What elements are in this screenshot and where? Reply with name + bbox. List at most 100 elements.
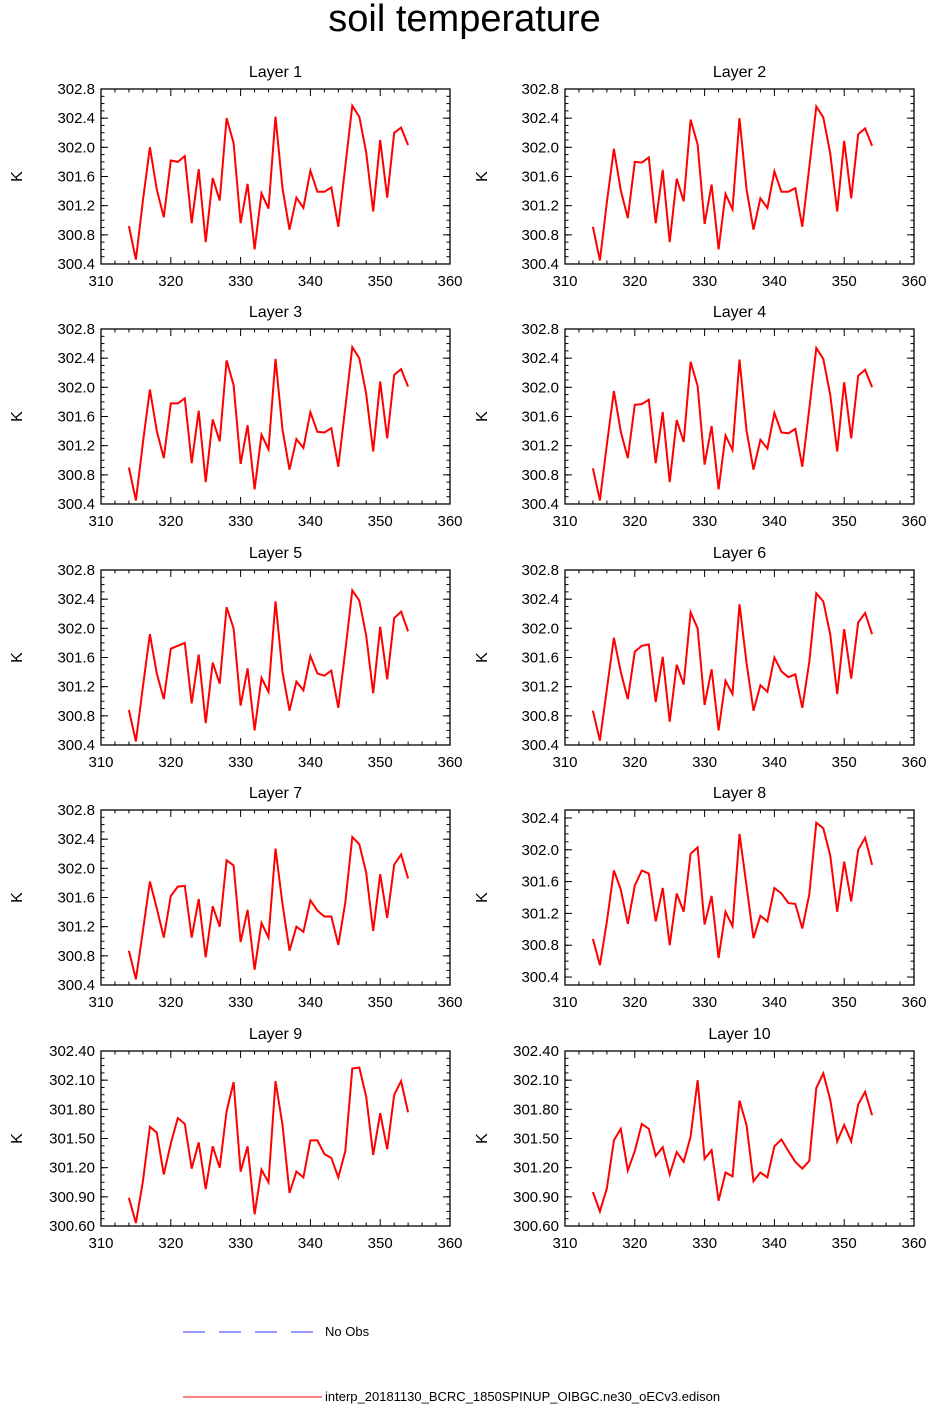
- panel-title: Layer 5: [249, 545, 302, 562]
- x-tick-label: 350: [368, 754, 393, 771]
- y-tick-label: 300.8: [521, 227, 559, 244]
- chart-panel-layer-6: 310 320 330 340 350 360 300.4 300.8 301.2 301.6 30…: [474, 545, 927, 771]
- panel-title: Layer 10: [708, 1026, 770, 1043]
- chart-panel-layer-2: 310 320 330 340 350 360 300.4 300.8 301.2 301.6 30…: [474, 64, 927, 290]
- series-line-model: [591, 345, 874, 501]
- x-tick-label: 320: [158, 273, 183, 290]
- chart-panel-layer-10: 310 320 330 340 350 360 300.60 300.90 301.20 301.…: [474, 1026, 927, 1252]
- y-axis-label: K: [9, 652, 26, 663]
- y-tick-label: 302.4: [521, 591, 559, 608]
- series-line-model: [127, 834, 410, 980]
- x-tick-label: 350: [368, 273, 393, 290]
- series-line-model: [127, 587, 410, 742]
- y-tick-label: 301.50: [49, 1131, 95, 1148]
- x-tick-label: 350: [368, 513, 393, 530]
- y-tick-label: 302.0: [57, 139, 95, 156]
- x-tick-label: 340: [762, 273, 787, 290]
- y-tick-label: 301.50: [513, 1131, 559, 1148]
- x-tick-label: 320: [622, 1235, 647, 1252]
- y-tick-label: 300.8: [521, 937, 559, 954]
- x-tick-label: 350: [832, 994, 857, 1011]
- plot-frame: [100, 88, 451, 265]
- y-tick-label: 302.4: [521, 350, 559, 367]
- y-tick-label: 302.0: [57, 860, 95, 877]
- y-tick-label: 302.4: [521, 810, 559, 827]
- y-tick-label: 301.80: [49, 1101, 95, 1118]
- y-tick-label: 301.6: [521, 874, 559, 891]
- series-line-model: [127, 344, 410, 501]
- y-tick-label: 300.4: [521, 737, 559, 754]
- x-tick-label: 360: [901, 513, 926, 530]
- x-tick-label: 360: [437, 994, 462, 1011]
- x-tick-label: 350: [368, 994, 393, 1011]
- x-tick-label: 350: [832, 273, 857, 290]
- x-tick-label: 320: [622, 754, 647, 771]
- y-tick-label: 302.4: [57, 591, 95, 608]
- chart-panel-layer-9: 310 320 330 340 350 360 300.60 300.90 301.20 301.…: [9, 1026, 463, 1252]
- series-line-model: [127, 1066, 410, 1224]
- x-tick-label: 310: [552, 754, 577, 771]
- y-tick-label: 301.2: [521, 438, 559, 455]
- y-tick-label: 300.4: [57, 737, 95, 754]
- x-tick-label: 310: [88, 273, 113, 290]
- y-tick-label: 300.8: [57, 467, 95, 484]
- y-tick-label: 302.8: [57, 81, 95, 98]
- y-tick-label: 302.10: [49, 1072, 95, 1089]
- y-tick-label: 301.20: [49, 1160, 95, 1177]
- y-tick-label: 301.6: [57, 650, 95, 667]
- y-tick-label: 301.2: [57, 438, 95, 455]
- y-axis-label: K: [474, 652, 491, 663]
- y-tick-label: 302.40: [49, 1043, 95, 1060]
- x-tick-label: 360: [901, 994, 926, 1011]
- x-tick-label: 340: [298, 754, 323, 771]
- chart-panel-layer-4: 310 320 330 340 350 360 300.4 300.8 301.2 301.6 30…: [474, 304, 927, 530]
- chart-panel-layer-3: 310 320 330 340 350 360 300.4 300.8 301.2 301.6 30…: [9, 304, 463, 530]
- x-tick-label: 310: [88, 754, 113, 771]
- x-tick-label: 330: [692, 1235, 717, 1252]
- y-tick-label: 302.8: [521, 562, 559, 579]
- x-tick-label: 330: [228, 994, 253, 1011]
- x-tick-label: 350: [368, 1235, 393, 1252]
- x-tick-label: 360: [901, 1235, 926, 1252]
- plot-frame: [564, 88, 915, 265]
- y-tick-label: 301.6: [57, 409, 95, 426]
- x-tick-label: 350: [832, 1235, 857, 1252]
- y-tick-label: 300.4: [57, 977, 95, 994]
- panel-title: Layer 1: [249, 64, 302, 81]
- x-tick-label: 360: [437, 513, 462, 530]
- panel-title: Layer 9: [249, 1026, 302, 1043]
- x-tick-label: 320: [158, 1235, 183, 1252]
- y-tick-label: 301.2: [521, 905, 559, 922]
- y-axis-label: K: [9, 171, 26, 182]
- x-tick-label: 360: [437, 1235, 462, 1252]
- x-tick-label: 320: [622, 994, 647, 1011]
- x-tick-label: 310: [552, 513, 577, 530]
- x-tick-label: 340: [298, 273, 323, 290]
- y-tick-label: 302.10: [513, 1072, 559, 1089]
- x-tick-label: 350: [832, 513, 857, 530]
- y-tick-label: 301.2: [57, 679, 95, 696]
- x-tick-label: 320: [622, 273, 647, 290]
- y-tick-label: 300.4: [57, 496, 95, 513]
- y-tick-label: 300.8: [521, 708, 559, 725]
- x-tick-label: 320: [158, 754, 183, 771]
- chart-panel-layer-8: 310 320 330 340 350 360 300.4 300.8 301.2 301.6 30…: [474, 785, 927, 1011]
- x-tick-label: 360: [901, 273, 926, 290]
- y-tick-label: 302.8: [57, 321, 95, 338]
- x-tick-label: 330: [692, 994, 717, 1011]
- x-tick-label: 340: [298, 994, 323, 1011]
- x-tick-label: 340: [762, 754, 787, 771]
- plot-frame: [100, 328, 451, 505]
- y-tick-label: 302.40: [513, 1043, 559, 1060]
- x-tick-label: 330: [692, 754, 717, 771]
- plot-frame: [100, 1050, 451, 1227]
- x-tick-label: 320: [158, 994, 183, 1011]
- y-tick-label: 300.4: [521, 256, 559, 273]
- y-tick-label: 301.6: [521, 409, 559, 426]
- y-tick-label: 301.2: [521, 679, 559, 696]
- y-tick-label: 300.8: [57, 708, 95, 725]
- y-tick-label: 302.4: [57, 831, 95, 848]
- panel-title: Layer 6: [713, 545, 766, 562]
- x-tick-label: 360: [437, 273, 462, 290]
- x-tick-label: 310: [552, 1235, 577, 1252]
